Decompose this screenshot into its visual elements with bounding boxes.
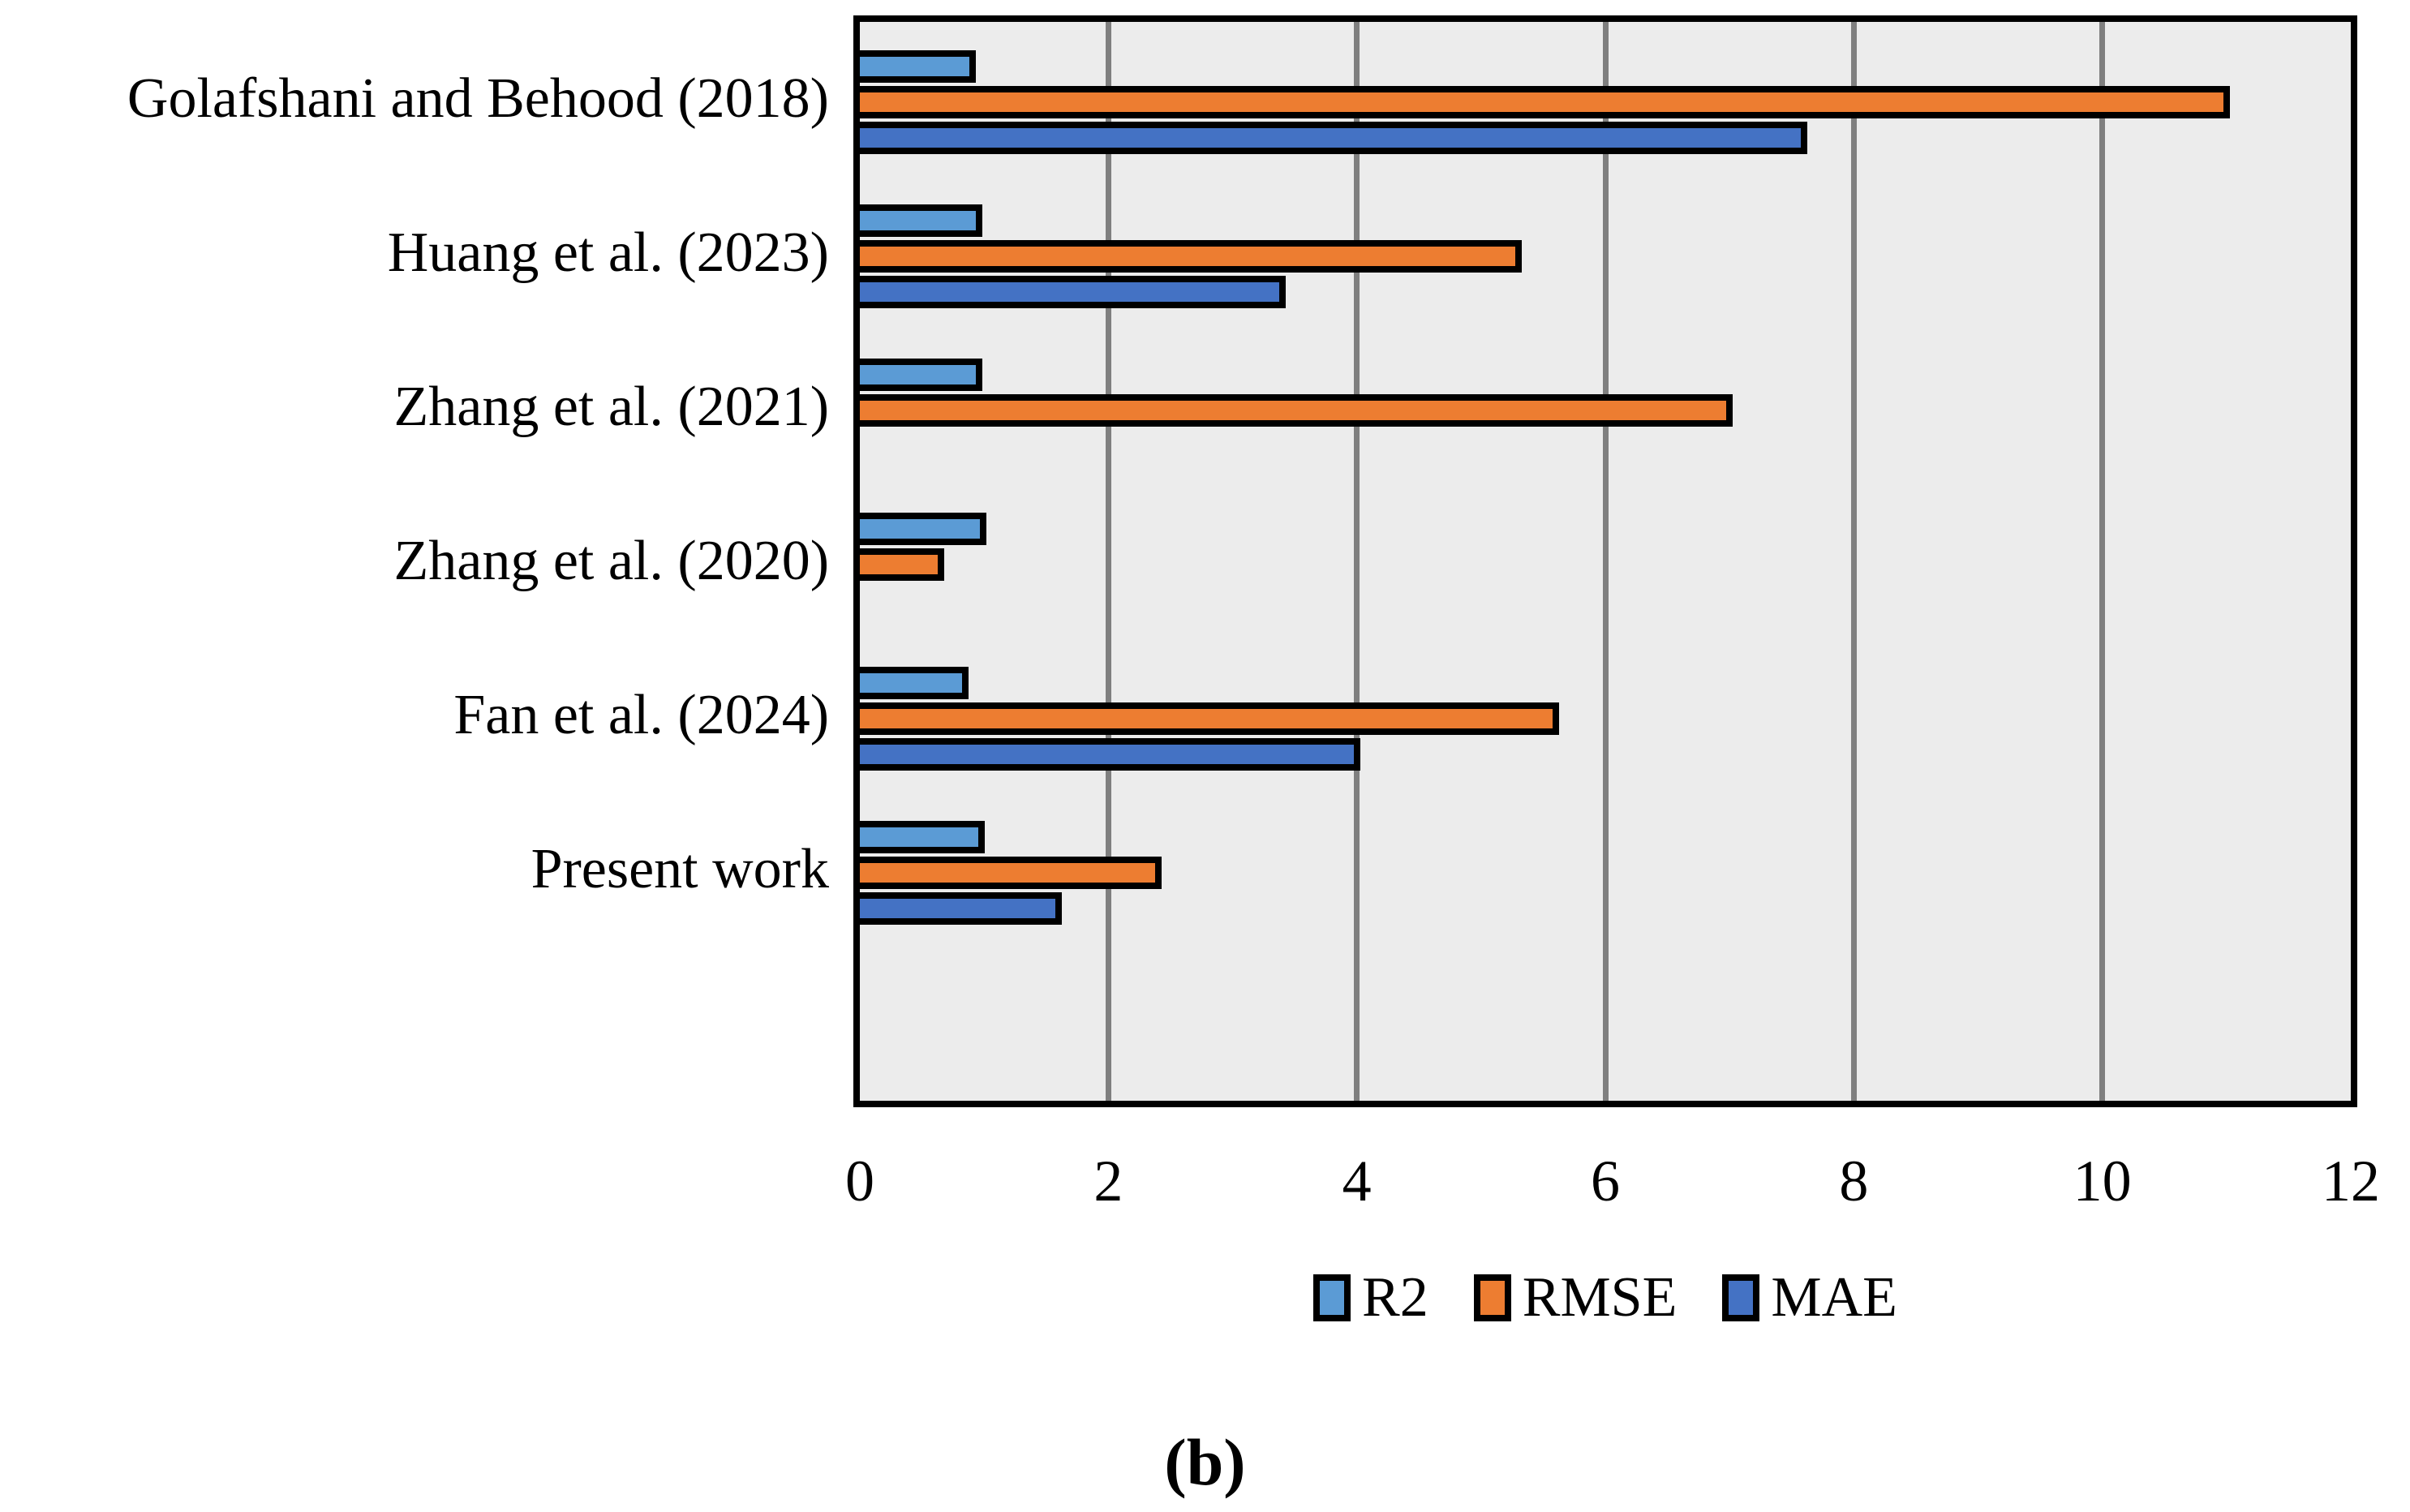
legend-swatch-icon (1473, 1274, 1511, 1321)
bar-mae (853, 122, 1807, 154)
category-label: Golafshani and Behood (2018) (127, 67, 829, 130)
legend-swatch-icon (1722, 1274, 1760, 1321)
bar-r2 (853, 359, 982, 391)
legend-label: MAE (1771, 1266, 1897, 1329)
category-label: Huang et al. (2023) (387, 221, 829, 284)
bar-rmse (853, 548, 944, 581)
gridline (1850, 22, 1857, 1101)
category-label: Zhang et al. (2021) (393, 376, 829, 438)
gridline (2099, 22, 2106, 1101)
category-label: Zhang et al. (2020) (393, 530, 829, 592)
category-label: Present work (531, 838, 829, 900)
bar-r2 (853, 821, 985, 853)
legend: R2 RMSE MAE (860, 1269, 2351, 1326)
bar-r2 (853, 667, 969, 699)
gridline (1354, 22, 1360, 1101)
legend-item-r2: R2 (1313, 1269, 1428, 1326)
x-tick-label: 8 (1839, 1149, 1869, 1213)
bar-mae (853, 738, 1360, 771)
gridline (1602, 22, 1609, 1101)
x-tick-label: 12 (2322, 1149, 2380, 1213)
bar-rmse (853, 240, 1522, 273)
bar-rmse (853, 702, 1559, 735)
bar-rmse (853, 86, 2230, 118)
x-tick-label: 10 (2073, 1149, 2132, 1213)
gridline (1105, 22, 1111, 1101)
legend-label: R2 (1362, 1266, 1428, 1329)
category-label: Fan et al. (2024) (453, 684, 829, 746)
x-tick-label: 6 (1591, 1149, 1620, 1213)
x-tick-label: 0 (845, 1149, 874, 1213)
x-tick-label: 4 (1342, 1149, 1372, 1213)
bar-rmse (853, 857, 1162, 889)
figure-caption: (b) (1164, 1425, 1246, 1499)
bar-mae (853, 892, 1062, 925)
bar-r2 (853, 513, 986, 545)
bar-r2 (853, 204, 982, 237)
bar-rmse (853, 394, 1733, 427)
legend-item-mae: MAE (1722, 1269, 1897, 1326)
legend-item-rmse: RMSE (1473, 1266, 1678, 1329)
legend-swatch-icon (1313, 1274, 1351, 1321)
legend-label: RMSE (1522, 1266, 1678, 1329)
bar-r2 (853, 50, 976, 83)
bar-mae (853, 276, 1286, 308)
x-tick-label: 2 (1093, 1149, 1123, 1213)
